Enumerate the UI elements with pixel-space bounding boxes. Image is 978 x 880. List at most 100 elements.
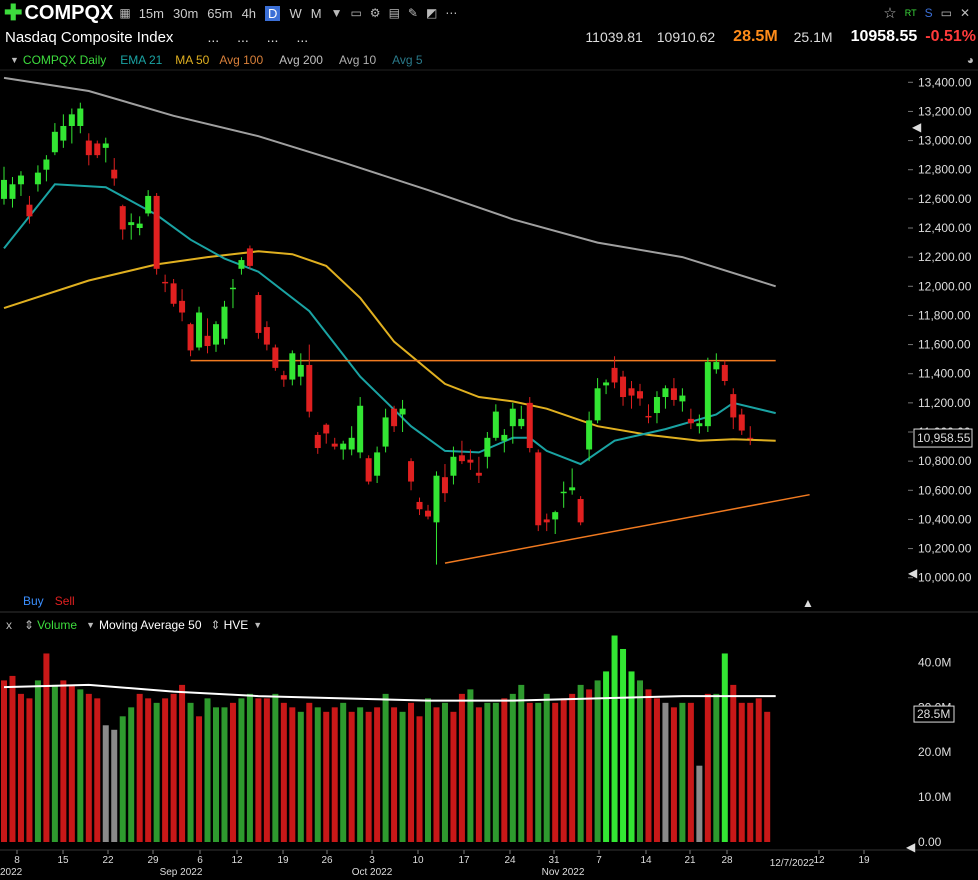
candle-body[interactable] — [543, 519, 550, 523]
volume-bar[interactable] — [34, 680, 41, 842]
candle-body[interactable] — [704, 362, 711, 427]
volume-bar[interactable] — [51, 684, 58, 842]
candle-body[interactable] — [246, 248, 253, 266]
volume-bar[interactable] — [645, 689, 652, 842]
volume-bar[interactable] — [365, 711, 372, 842]
volume-bar[interactable] — [755, 698, 762, 842]
candle-body[interactable] — [348, 437, 355, 450]
candle-body[interactable] — [637, 391, 643, 399]
volume-bar[interactable] — [204, 698, 211, 842]
candle-body[interactable] — [416, 501, 423, 510]
window-icon[interactable]: ▭ — [940, 6, 952, 20]
legend-avg100[interactable]: Avg 100 — [219, 53, 264, 67]
volume-bar[interactable] — [306, 702, 313, 842]
candle-body[interactable] — [221, 306, 228, 339]
legend-ema21[interactable]: EMA 21 — [120, 53, 163, 67]
candle-body[interactable] — [331, 443, 338, 447]
timeframe-4h[interactable]: 4h — [241, 5, 257, 21]
candle-body[interactable] — [255, 295, 262, 333]
grid-icon[interactable]: ▦ — [119, 6, 131, 20]
candle-body[interactable] — [357, 405, 364, 453]
timeframe-30m[interactable]: 30m — [172, 5, 199, 21]
candle-body[interactable] — [713, 362, 720, 370]
volume-bar[interactable] — [297, 711, 304, 842]
candle-body[interactable] — [569, 487, 576, 491]
axis-scroll-down-icon[interactable]: ◀ — [908, 566, 918, 580]
volume-bar[interactable] — [526, 702, 533, 842]
volume-bar[interactable] — [425, 698, 431, 842]
volume-bar[interactable] — [357, 707, 364, 842]
volume-bar[interactable] — [399, 711, 406, 842]
volume-bar[interactable] — [77, 689, 84, 842]
candle-body[interactable] — [662, 388, 669, 398]
candle-body[interactable] — [458, 455, 465, 462]
volume-bar[interactable] — [721, 653, 728, 842]
volume-bar[interactable] — [475, 707, 482, 842]
candle-body[interactable] — [280, 375, 287, 380]
legend-avg5[interactable]: Avg 5 — [392, 53, 423, 67]
candle-body[interactable] — [747, 437, 754, 439]
timeframe-weekly[interactable]: W — [289, 5, 302, 21]
candle-body[interactable] — [17, 175, 24, 185]
volume-bar[interactable] — [509, 693, 516, 842]
volume-bar[interactable] — [382, 693, 389, 842]
rt-icon[interactable]: RT — [904, 8, 917, 18]
volume-bar[interactable] — [128, 707, 135, 842]
candle-body[interactable] — [653, 397, 660, 414]
candle-body[interactable] — [238, 260, 245, 269]
candle-body[interactable] — [721, 364, 728, 381]
candle-body[interactable] — [509, 408, 516, 427]
volume-bar[interactable] — [687, 702, 694, 842]
candle-body[interactable] — [60, 126, 67, 141]
candle-body[interactable] — [492, 411, 499, 438]
candle-body[interactable] — [68, 114, 75, 126]
sort-arrows-icon[interactable]: ⇕ — [24, 618, 35, 632]
eraser-icon[interactable]: ◩ — [425, 6, 438, 20]
legend-avg10[interactable]: Avg 10 — [338, 53, 377, 67]
volume-bar[interactable] — [102, 725, 109, 842]
volume-bar[interactable] — [263, 698, 270, 842]
candle-body[interactable] — [441, 477, 448, 494]
plus-icon[interactable]: ✚ — [4, 0, 23, 25]
candle-body[interactable] — [153, 195, 160, 269]
candle-body[interactable] — [229, 287, 236, 290]
volume-bar[interactable] — [391, 707, 398, 842]
candle-body[interactable] — [111, 169, 118, 179]
volume-bar[interactable] — [111, 729, 118, 842]
volume-bar[interactable] — [85, 693, 92, 842]
volume-bar[interactable] — [170, 693, 177, 842]
volume-bars[interactable] — [1, 635, 776, 842]
volume-bar[interactable] — [9, 675, 16, 842]
volume-bar[interactable] — [340, 702, 347, 842]
volume-dropdown-icon[interactable]: ▼ — [86, 620, 96, 630]
candle-body[interactable] — [628, 388, 635, 396]
candle-body[interactable] — [213, 324, 219, 345]
volume-bar[interactable] — [586, 689, 593, 842]
candle-body[interactable] — [738, 414, 745, 431]
candlesticks[interactable] — [1, 102, 754, 565]
candle-body[interactable] — [577, 499, 584, 523]
symbol-title[interactable]: COMPQX — [24, 1, 114, 24]
candle-body[interactable] — [136, 223, 143, 228]
candle-body[interactable] — [204, 335, 211, 347]
candle-body[interactable] — [297, 364, 304, 377]
volume-bar[interactable] — [560, 698, 567, 842]
candle-body[interactable] — [391, 408, 398, 427]
volume-bar[interactable] — [196, 716, 203, 842]
volume-bar[interactable] — [628, 671, 635, 842]
volume-bar[interactable] — [603, 671, 610, 842]
timeframe-dropdown-icon[interactable]: ▼ — [330, 6, 343, 20]
volume-bar[interactable] — [433, 707, 440, 842]
candle-body[interactable] — [560, 491, 567, 494]
volume-bar[interactable] — [611, 635, 618, 842]
volume-bar[interactable] — [637, 680, 643, 842]
volume-bar[interactable] — [764, 711, 771, 842]
candle-body[interactable] — [552, 512, 559, 520]
candle-body[interactable] — [119, 206, 126, 230]
share-icon[interactable]: ⋯ — [445, 6, 458, 20]
candle-body[interactable] — [611, 367, 618, 383]
candle-body[interactable] — [374, 452, 381, 476]
volume-bar[interactable] — [467, 689, 474, 842]
volume-bar[interactable] — [221, 707, 228, 842]
volume-bar[interactable] — [569, 693, 576, 842]
